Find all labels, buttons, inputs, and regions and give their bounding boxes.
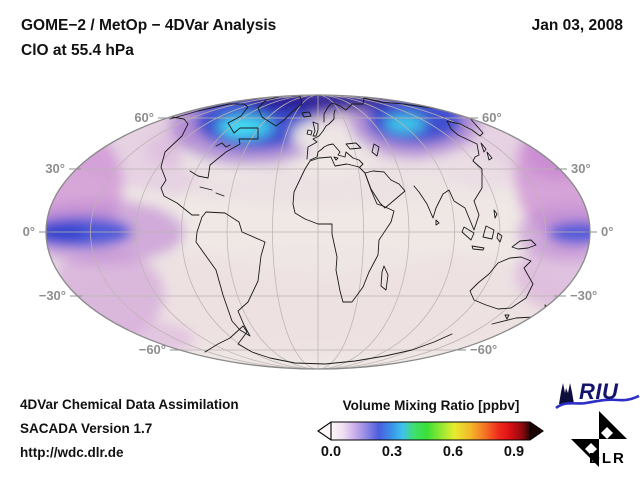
colorbar-tick-1: 0.3 bbox=[381, 444, 403, 460]
map-color-field bbox=[46, 95, 590, 369]
riu-wave-icon bbox=[555, 394, 640, 410]
lat-label-right-30: 30° bbox=[571, 161, 591, 176]
date-label: Jan 03, 2008 bbox=[531, 17, 623, 34]
lat-label-left-60: 60° bbox=[134, 110, 154, 125]
riu-cathedral-icon bbox=[559, 383, 574, 404]
colorbar-left-arrow bbox=[318, 422, 331, 440]
lat-label-left-0: 0° bbox=[22, 224, 35, 239]
lat-label-right-m60: −60° bbox=[470, 342, 498, 357]
dlr-logo-text: DLR bbox=[589, 450, 626, 467]
footer-line2: SACADA Version 1.7 bbox=[20, 421, 153, 436]
lat-label-right-60: 60° bbox=[482, 110, 502, 125]
colorbar-outline bbox=[317, 421, 544, 441]
colorbar-tick-0: 0.0 bbox=[320, 444, 342, 460]
map-graticule bbox=[46, 95, 590, 369]
map-coastlines bbox=[160, 95, 554, 365]
plot-title-line1: GOME−2 / MetOp − 4DVar Analysis bbox=[21, 17, 277, 34]
colorbar-tick-2: 0.6 bbox=[442, 444, 464, 460]
lat-label-left-m30: −30° bbox=[38, 288, 66, 303]
footer-line1: 4DVar Chemical Data Assimilation bbox=[20, 397, 239, 412]
plot-title-line2: ClO at 55.4 hPa bbox=[21, 42, 134, 59]
lat-label-right-m30: −30° bbox=[570, 288, 598, 303]
lat-label-right-0: 0° bbox=[601, 224, 614, 239]
colorbar-tick-3: 0.9 bbox=[503, 444, 525, 460]
colorbar-title: Volume Mixing Ratio [ppbv] bbox=[342, 398, 520, 413]
riu-logo-text: RIU bbox=[579, 379, 619, 404]
lat-tick-marks bbox=[39, 117, 597, 351]
lat-label-left-30: 30° bbox=[45, 161, 65, 176]
dlr-emblem-icon bbox=[571, 411, 627, 467]
riu-logo bbox=[555, 383, 640, 410]
colorbar-right-arrow bbox=[530, 422, 543, 440]
lat-label-left-m60: −60° bbox=[138, 342, 166, 357]
colorbar-gradient-bar bbox=[331, 422, 530, 440]
colorbar bbox=[317, 421, 544, 441]
footer-line3: http://wdc.dlr.de bbox=[20, 445, 124, 460]
